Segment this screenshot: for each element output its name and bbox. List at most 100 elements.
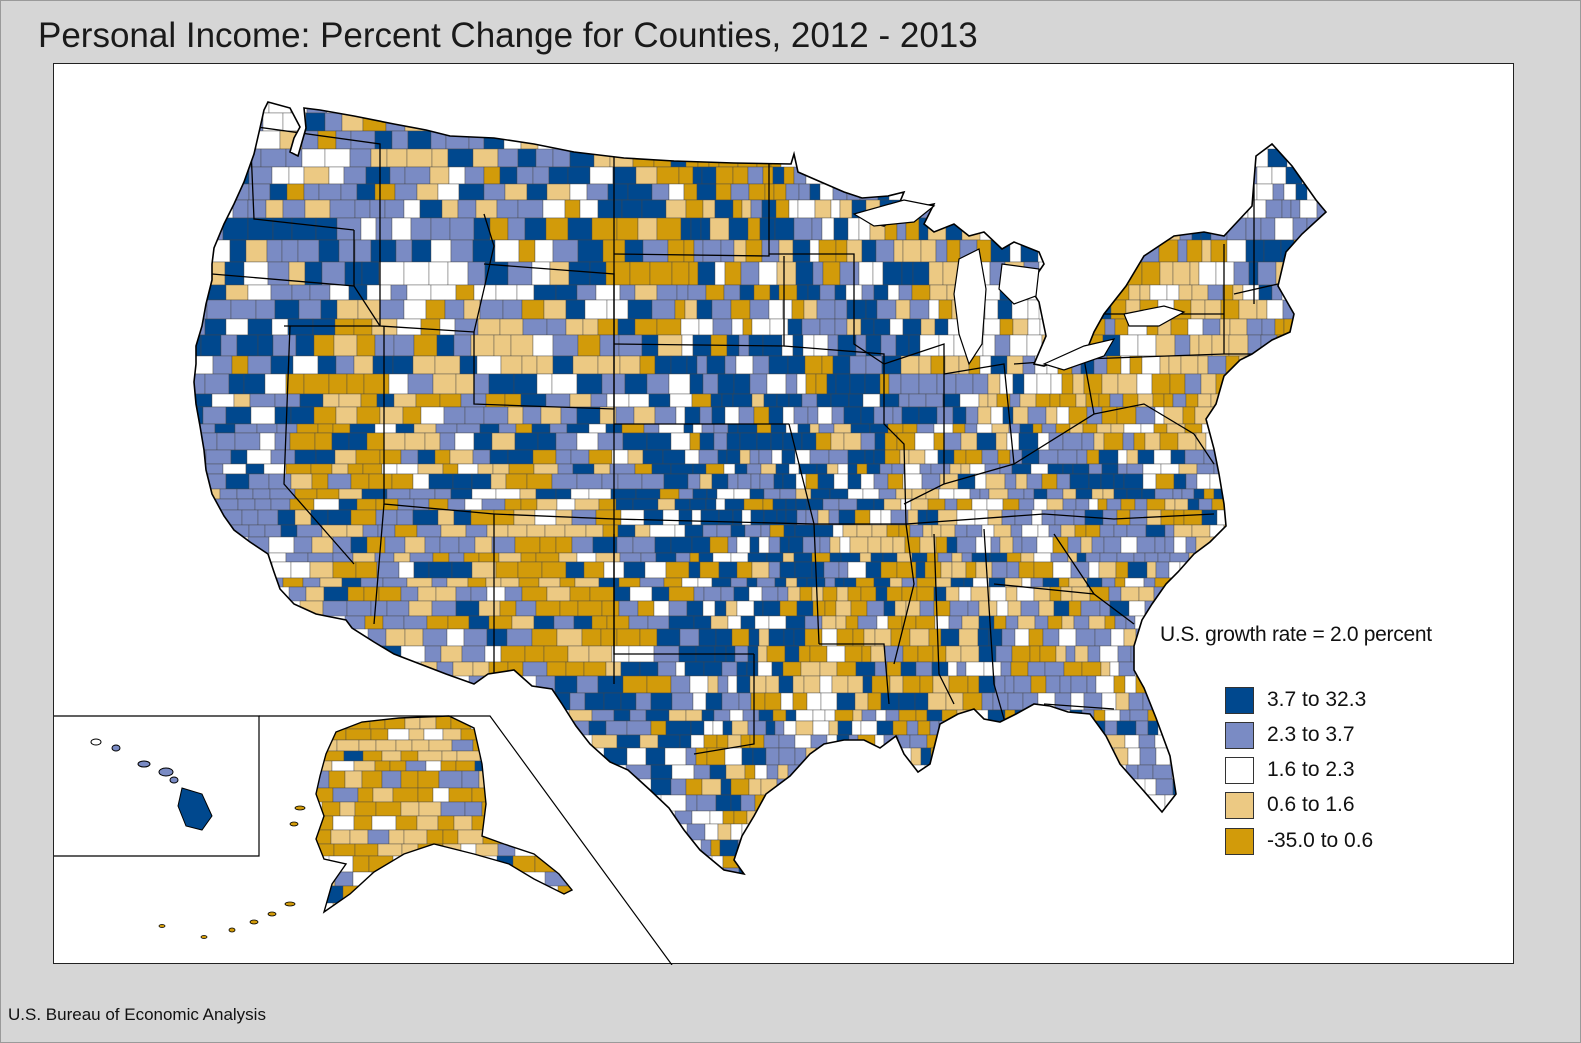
county-cell [675,661,686,677]
county-cell [712,552,732,563]
county-cell [1088,473,1102,490]
county-cell [991,561,1008,579]
county-cell [1031,509,1043,526]
county-cell [775,199,790,219]
county-cell [1154,488,1174,500]
county-cell [309,284,331,301]
county-cell [860,432,876,451]
county-cell [491,536,516,554]
county-cell [331,760,355,772]
county-cell [1007,692,1024,711]
county-cell [706,488,718,500]
county-cell [287,318,314,336]
county-cell [750,199,763,219]
county-cell [1085,524,1101,538]
county-cell [1060,586,1073,602]
county-cell [960,463,971,475]
county-cell [365,166,391,185]
county-cell [751,318,771,336]
county-cell [589,586,615,602]
county-cell [514,432,539,451]
county-cell [1137,764,1154,780]
county-cell [988,488,1009,500]
county-cell [737,473,752,490]
county-cell [860,720,878,736]
county-cell [549,261,570,286]
county-cell [632,498,659,511]
county-cell [321,801,341,817]
county-cell [634,463,653,475]
county-cell [954,524,968,538]
county-cell [864,449,875,465]
county-cell [455,760,476,772]
county-cell [1103,432,1124,451]
county-cell [362,750,383,762]
county-cell [545,393,571,408]
county-cell [648,393,671,408]
county-cell [715,498,726,511]
county-cell [765,675,780,694]
county-cell [698,449,719,465]
legend-item-minus-35-0-to-0-6: -35.0 to 0.6 [1225,827,1373,855]
county-cell [787,586,801,602]
county-cell [316,787,334,803]
county-cell [1229,318,1248,336]
county-cell [736,600,755,617]
county-cell [1072,463,1090,475]
county-cell [504,498,522,511]
county-cell [357,787,374,803]
county-cell [591,734,618,749]
county-cell [830,199,841,219]
county-cell [1054,509,1075,526]
county-cell [352,855,370,873]
county-cell [361,261,380,286]
county-cell [916,586,935,602]
county-cell [705,284,725,301]
county-cell [902,318,922,336]
county-cell [650,778,672,796]
county-cell [324,148,351,168]
county-cell [1133,552,1146,563]
county-cell [961,217,981,241]
county-cell [659,488,680,500]
county-cell [688,261,699,286]
county-cell [703,661,723,677]
county-cell [866,600,885,617]
county-cell [651,183,670,201]
county-cell [1141,355,1161,375]
county-cell [1088,463,1103,475]
county-cell [692,423,703,434]
county-cell [721,692,740,711]
county-cell [887,473,904,490]
county-cell [749,373,768,395]
county-cell [920,318,936,336]
county-cell [270,355,294,375]
county-cell [1201,239,1212,263]
county-cell [724,355,737,375]
county-cell [468,675,492,694]
county-cell [219,488,238,500]
county-cell [288,166,305,185]
county-cell [432,373,457,395]
county-cell [754,764,768,780]
county-cell [493,509,515,526]
county-cell [348,432,368,451]
county-cell [1056,473,1071,490]
county-cell [670,536,693,554]
county-cell [1106,498,1122,511]
county-cell [1263,239,1282,263]
county-cell [805,373,817,395]
county-cell [867,692,882,711]
county-cell [946,536,958,554]
county-cell [704,823,719,841]
county-cell [443,406,466,425]
county-cell [855,661,876,677]
county-cell [1028,628,1044,647]
county-cell [322,600,348,617]
county-cell [837,334,857,357]
county-cell [858,261,874,286]
county-cell [404,628,424,647]
county-cell [315,217,338,241]
county-cell [727,615,742,630]
county-cell [887,615,903,630]
